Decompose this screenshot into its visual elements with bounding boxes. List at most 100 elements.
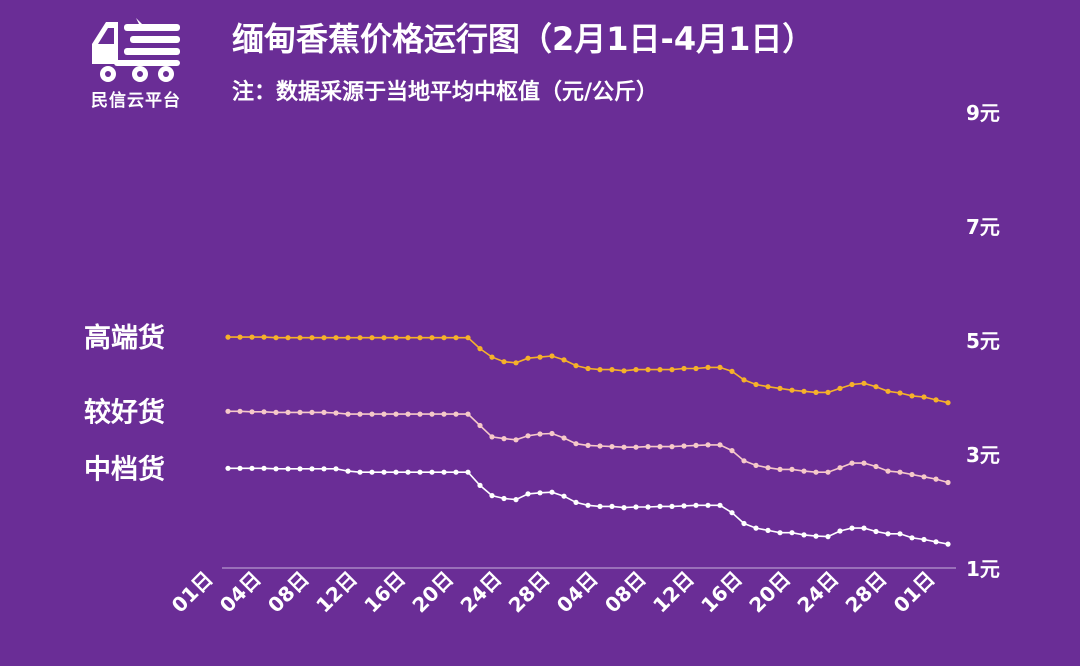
data-point	[909, 471, 915, 478]
data-point	[237, 334, 243, 340]
data-point	[873, 528, 879, 535]
data-point	[741, 520, 747, 527]
data-point	[417, 335, 423, 341]
y-tick-label: 7元	[966, 215, 1000, 239]
data-point	[525, 491, 531, 497]
data-point	[477, 346, 483, 352]
data-point	[705, 364, 711, 370]
data-point	[285, 409, 291, 415]
data-point	[789, 530, 795, 536]
data-point	[297, 466, 303, 472]
data-point	[633, 367, 639, 373]
data-point	[453, 411, 459, 417]
data-point	[645, 504, 651, 510]
series-label: 中档货	[84, 453, 165, 485]
data-point	[765, 465, 771, 471]
data-point	[897, 469, 903, 475]
data-point	[381, 411, 387, 417]
x-tick-label: 01日	[889, 567, 940, 618]
data-point	[909, 535, 915, 541]
data-point	[573, 441, 579, 447]
data-point	[249, 409, 255, 415]
data-point	[669, 367, 675, 373]
data-point	[609, 444, 615, 450]
data-point	[825, 534, 831, 540]
data-point	[513, 437, 519, 443]
data-point	[921, 536, 927, 543]
data-point	[549, 430, 555, 437]
data-point	[573, 499, 579, 505]
data-point	[681, 365, 687, 372]
data-point	[657, 503, 663, 509]
x-tick-label: 24日	[456, 567, 507, 618]
data-point	[741, 458, 747, 464]
data-point	[801, 532, 807, 538]
x-tick-label: 08日	[263, 567, 314, 618]
data-point	[837, 528, 843, 534]
data-point	[345, 468, 351, 474]
data-point	[381, 335, 387, 341]
y-tick-label: 9元	[966, 101, 1000, 125]
data-point	[405, 411, 411, 417]
data-point	[717, 364, 723, 370]
data-point	[825, 389, 831, 395]
x-tick-label: 16日	[696, 567, 747, 618]
data-point	[921, 474, 927, 480]
y-tick-label: 5元	[966, 329, 1000, 353]
data-point	[333, 335, 339, 341]
data-point	[273, 335, 279, 341]
data-point	[849, 525, 855, 531]
logo-text: 民信云平台	[91, 91, 181, 111]
data-point	[537, 490, 543, 496]
data-point	[429, 335, 435, 341]
series-lines	[225, 334, 951, 547]
data-point	[357, 469, 363, 475]
data-point	[885, 531, 891, 537]
data-point	[645, 367, 651, 373]
data-point	[537, 354, 543, 360]
data-point	[681, 443, 687, 449]
data-point	[237, 465, 243, 471]
data-point	[897, 390, 903, 396]
series-label: 较好货	[84, 396, 165, 428]
data-point	[297, 409, 303, 415]
data-point	[525, 433, 531, 439]
data-point	[345, 411, 351, 417]
data-point	[597, 443, 603, 449]
data-point	[609, 503, 615, 509]
data-point	[321, 335, 327, 341]
data-point	[225, 408, 231, 414]
data-point	[837, 465, 843, 471]
data-point	[357, 335, 363, 341]
data-point	[729, 368, 735, 374]
data-point	[393, 469, 399, 475]
data-point	[453, 335, 459, 341]
data-point	[345, 335, 351, 341]
data-point	[621, 368, 627, 374]
data-point	[945, 479, 951, 486]
data-point	[501, 495, 507, 502]
data-point	[261, 465, 267, 471]
data-point	[417, 469, 423, 475]
data-point	[297, 335, 303, 341]
data-point	[393, 335, 399, 341]
data-point	[417, 411, 423, 417]
data-point	[693, 502, 699, 508]
x-tick-label: 08日	[600, 567, 651, 618]
data-point	[933, 476, 939, 482]
data-point	[477, 422, 483, 429]
data-point	[633, 504, 639, 510]
data-point	[885, 468, 891, 474]
data-point	[333, 466, 339, 472]
data-point	[813, 469, 819, 475]
data-point	[285, 466, 291, 472]
data-point	[669, 503, 675, 509]
series-label: 高端货	[84, 322, 165, 354]
x-tick-label: 24日	[792, 567, 843, 618]
x-tick-label: 20日	[407, 567, 458, 618]
data-point	[621, 505, 627, 511]
data-point	[537, 431, 543, 437]
data-point	[801, 388, 807, 394]
